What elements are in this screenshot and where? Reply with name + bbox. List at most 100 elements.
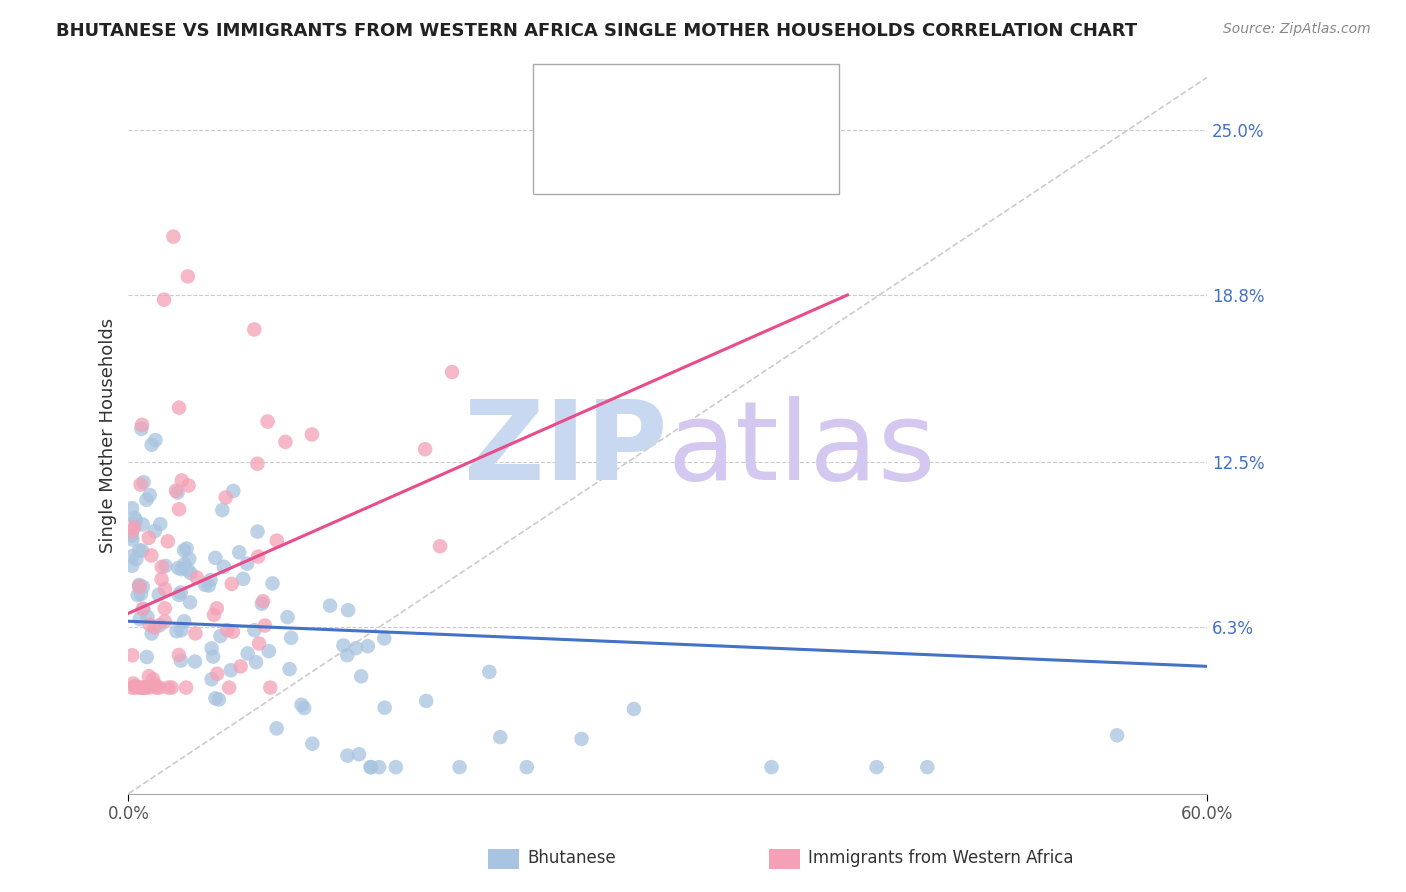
Point — [125, 514, 148, 528]
Point — [374, 700, 396, 714]
Point — [167, 502, 190, 516]
Point — [205, 601, 228, 615]
Point — [250, 597, 273, 611]
Text: Source: ZipAtlas.com: Source: ZipAtlas.com — [1223, 22, 1371, 37]
Point — [121, 528, 143, 542]
Point — [215, 491, 238, 505]
Point — [357, 639, 380, 653]
Point — [129, 681, 152, 695]
Point — [124, 510, 146, 524]
Point — [176, 541, 198, 556]
Point — [212, 559, 235, 574]
Point — [121, 501, 143, 516]
Point — [200, 673, 222, 687]
Point — [236, 647, 259, 661]
Point — [202, 607, 225, 622]
Point — [128, 543, 150, 558]
Point — [489, 730, 512, 744]
Point — [623, 702, 645, 716]
Point — [166, 624, 188, 639]
Point — [174, 681, 197, 695]
Point — [336, 748, 359, 763]
Text: 0.325: 0.325 — [658, 146, 720, 166]
Point — [266, 722, 288, 736]
Point — [124, 679, 146, 693]
Point — [150, 572, 173, 586]
Point — [141, 626, 163, 640]
Point — [1107, 728, 1129, 742]
Point — [247, 549, 270, 564]
Point — [280, 631, 302, 645]
Text: R =: R = — [581, 147, 620, 165]
Point — [292, 701, 315, 715]
Point — [156, 534, 179, 549]
Point — [211, 503, 233, 517]
Point — [121, 533, 143, 547]
Y-axis label: Single Mother Households: Single Mother Households — [100, 318, 117, 553]
Point — [246, 524, 269, 539]
Point — [222, 483, 245, 498]
Point — [141, 438, 163, 452]
Point — [170, 624, 193, 638]
Point — [179, 595, 201, 609]
Text: R =: R = — [581, 93, 620, 111]
Point — [222, 624, 245, 639]
Point — [204, 550, 226, 565]
Point — [170, 474, 193, 488]
Text: Bhutanese: Bhutanese — [527, 849, 616, 867]
Point — [121, 648, 143, 663]
Point — [145, 433, 167, 447]
Point — [173, 543, 195, 558]
Point — [135, 650, 157, 665]
Point — [143, 621, 166, 635]
Point — [257, 644, 280, 658]
Point — [385, 760, 408, 774]
Point — [149, 517, 172, 532]
Text: N =: N = — [742, 93, 783, 111]
Point — [221, 577, 243, 591]
Point — [373, 632, 395, 646]
Point — [157, 681, 180, 695]
Point — [413, 442, 436, 457]
Point — [167, 401, 190, 415]
Point — [290, 698, 312, 712]
Point — [142, 672, 165, 686]
Point — [186, 571, 208, 585]
Point — [128, 579, 150, 593]
Point — [301, 737, 323, 751]
Point — [138, 681, 160, 695]
Point — [148, 588, 170, 602]
Point — [153, 615, 176, 629]
Point — [121, 681, 143, 695]
Point — [145, 681, 167, 695]
Point — [440, 365, 463, 379]
Point — [232, 572, 254, 586]
Point — [131, 417, 153, 432]
Point — [177, 269, 200, 284]
Point — [478, 665, 501, 679]
Point — [332, 639, 354, 653]
Point — [209, 629, 232, 643]
Point — [208, 692, 231, 706]
Point — [132, 580, 155, 594]
Point — [347, 747, 370, 762]
Point — [160, 681, 183, 695]
Point — [134, 681, 156, 695]
Point — [219, 663, 242, 677]
Point — [245, 655, 267, 669]
Point — [138, 669, 160, 683]
Point — [253, 618, 276, 632]
Point — [125, 552, 148, 566]
Point — [128, 612, 150, 626]
Text: N =: N = — [742, 147, 783, 165]
Point — [266, 533, 288, 548]
Point — [177, 478, 200, 492]
Point — [200, 573, 222, 587]
Point — [256, 415, 278, 429]
Point — [129, 681, 152, 695]
Point — [153, 293, 176, 307]
Point — [276, 610, 298, 624]
Point — [128, 578, 150, 592]
Point — [121, 558, 143, 573]
Point — [278, 662, 301, 676]
